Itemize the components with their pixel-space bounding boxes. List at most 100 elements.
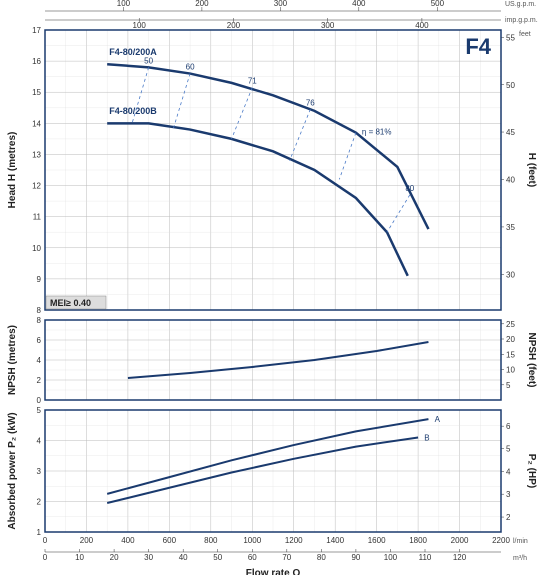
ytick-head: 14: [32, 119, 41, 128]
xtick-m3h: 60: [248, 553, 257, 562]
ytick-right-npsh: 5: [506, 381, 511, 390]
ytick-right-head: 50: [506, 81, 515, 90]
model-label: F4-80/200B: [109, 106, 157, 116]
xtick-m3h: 120: [453, 553, 467, 562]
top-imp-tick: 400: [415, 21, 429, 30]
x-unit-m3h: m³/h: [513, 555, 527, 562]
eff-label: 71: [248, 77, 257, 86]
xtick-m3h: 90: [351, 553, 360, 562]
ytick-npsh: 6: [37, 336, 42, 345]
ytick-right-power: 6: [506, 422, 511, 431]
eff-peak: [339, 133, 356, 180]
eff-label: 80: [405, 184, 414, 193]
xtick-m3h: 40: [179, 553, 188, 562]
top-us-tick: 300: [274, 0, 288, 8]
ytick-power: 4: [37, 437, 42, 446]
eff-line: [174, 74, 191, 128]
top-us-tick: 400: [352, 0, 366, 8]
ytick-right-npsh: 10: [506, 366, 515, 375]
top-imp-tick: 100: [133, 21, 147, 30]
xtick-lmin: 1600: [368, 536, 386, 545]
ytick-right-npsh: 20: [506, 335, 515, 344]
ytick-head: 11: [33, 213, 42, 222]
xtick-m3h: 20: [110, 553, 119, 562]
ytick-power: 5: [37, 406, 42, 415]
yaxis-label-npsh: NPSH (metres): [7, 325, 18, 395]
xtick-lmin: 600: [163, 536, 177, 545]
x-unit-lmin: l/min: [513, 538, 528, 545]
yaxis-right-label-power: P₂ (HP): [526, 454, 537, 488]
ytick-power: 1: [37, 528, 42, 537]
xtick-m3h: 30: [144, 553, 153, 562]
chart-title: F4: [465, 34, 491, 59]
top-us-tick: 500: [431, 0, 445, 8]
mei-label: MEI≥ 0.40: [50, 298, 91, 308]
curve-B: [107, 437, 418, 503]
ytick-head: 10: [32, 244, 41, 253]
eff-line: [290, 109, 311, 160]
ytick-npsh: 4: [37, 356, 42, 365]
ytick-right-head: 45: [506, 128, 515, 137]
top-imp-tick: 300: [321, 21, 335, 30]
right-feet-unit: feet: [519, 31, 531, 38]
eff-line: [232, 88, 253, 139]
xtick-lmin: 1000: [243, 536, 261, 545]
eff-label: 76: [306, 98, 315, 107]
xtick-lmin: 1400: [326, 536, 344, 545]
xtick-lmin: 800: [204, 536, 218, 545]
ytick-right-head: 30: [506, 271, 515, 280]
xtick-lmin: 2000: [451, 536, 469, 545]
xaxis-label: Flow rate Q: [246, 568, 301, 575]
ytick-right-head: 55: [506, 33, 515, 42]
ytick-right-power: 2: [506, 513, 511, 522]
ytick-head: 16: [32, 57, 41, 66]
ytick-right-npsh: 15: [506, 350, 515, 359]
ytick-right-power: 4: [506, 468, 511, 477]
xtick-m3h: 110: [419, 553, 432, 562]
ytick-right-head: 40: [506, 176, 515, 185]
top-us-unit: US.g.p.m.: [505, 1, 536, 8]
xtick-m3h: 100: [384, 553, 398, 562]
curve-F4-80/200A: [107, 64, 428, 229]
xtick-lmin: 1800: [409, 536, 427, 545]
xtick-m3h: 10: [75, 553, 84, 562]
ytick-head: 8: [37, 306, 42, 315]
curve-A: [107, 419, 428, 494]
curve-F4-80/200B: [107, 123, 408, 275]
eff-peak-label: η = 81%: [362, 128, 392, 137]
ytick-head: 13: [32, 150, 41, 159]
ytick-head: 9: [37, 275, 42, 284]
curve-label: B: [424, 433, 429, 442]
yaxis-label-power: Absorbed power P₂ (kW): [7, 412, 18, 529]
yaxis-right-label-head: H (feet): [526, 153, 537, 187]
xtick-lmin: 0: [43, 536, 48, 545]
xtick-m3h: 70: [282, 553, 291, 562]
ytick-head: 17: [32, 26, 41, 35]
yaxis-label-head: Head H (metres): [7, 132, 18, 209]
ytick-power: 3: [37, 467, 42, 476]
ytick-head: 12: [32, 182, 41, 191]
ytick-power: 2: [37, 498, 42, 507]
top-us-tick: 200: [195, 0, 209, 8]
yaxis-right-label-npsh: NPSH (feet): [526, 332, 537, 387]
ytick-right-power: 5: [506, 445, 511, 454]
ytick-npsh: 2: [37, 376, 42, 385]
xtick-lmin: 400: [121, 536, 135, 545]
ytick-right-power: 3: [506, 490, 511, 499]
xtick-lmin: 200: [80, 536, 94, 545]
curve-label: A: [435, 415, 441, 424]
pump-curve-chart: 100200300400500US.g.p.m.100200300400imp.…: [0, 0, 539, 575]
ytick-right-npsh: 25: [506, 320, 515, 329]
ytick-npsh: 0: [37, 396, 42, 405]
xtick-m3h: 0: [43, 553, 48, 562]
xtick-m3h: 50: [213, 553, 222, 562]
top-imp-tick: 200: [227, 21, 241, 30]
eff-line: [387, 195, 410, 232]
eff-label: 50: [144, 56, 153, 65]
eff-label: 60: [186, 63, 195, 72]
ytick-npsh: 8: [37, 316, 42, 325]
xtick-m3h: 80: [317, 553, 326, 562]
xtick-lmin: 1200: [285, 536, 303, 545]
top-us-tick: 100: [117, 0, 131, 8]
ytick-right-head: 35: [506, 223, 515, 232]
